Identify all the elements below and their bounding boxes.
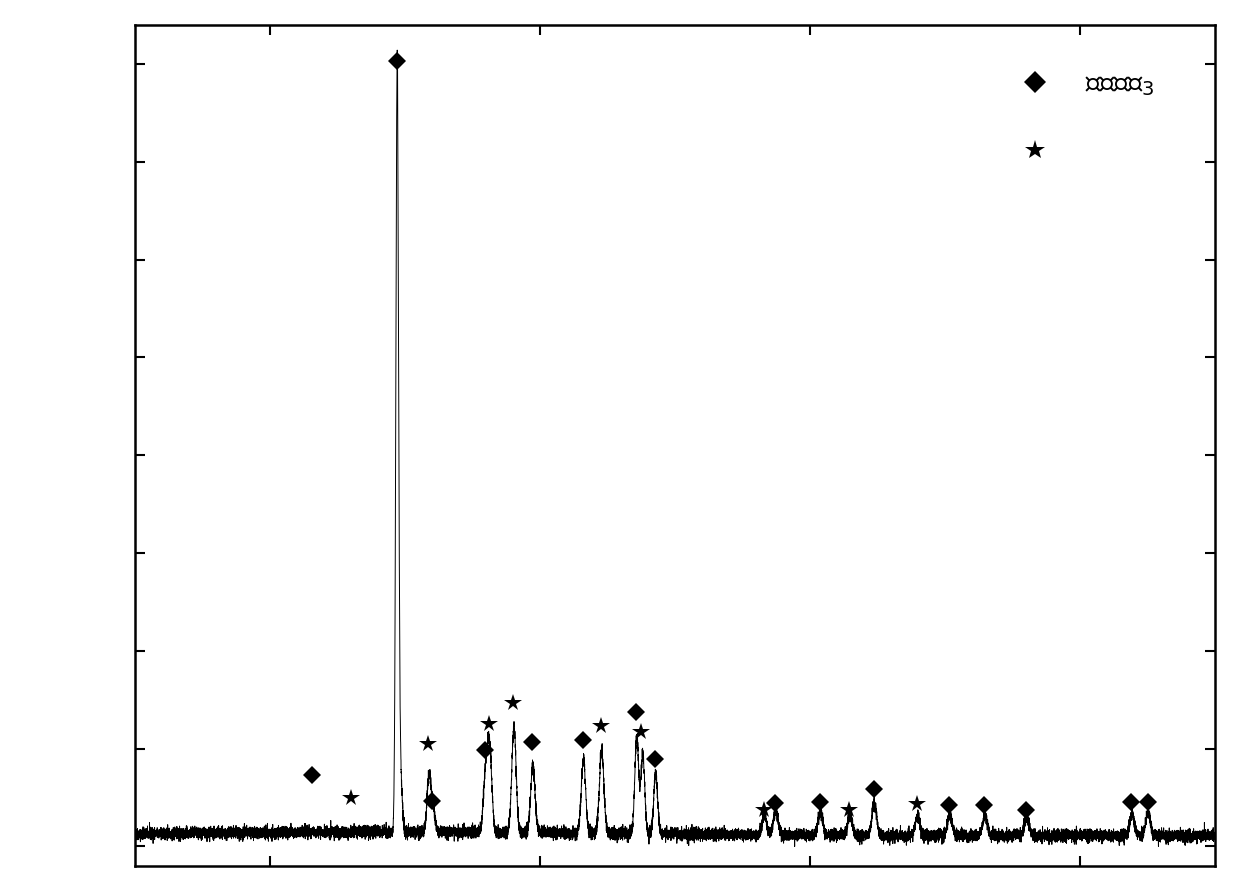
Legend: CaCO$_3$, ZnO: CaCO$_3$, ZnO bbox=[973, 39, 1202, 193]
